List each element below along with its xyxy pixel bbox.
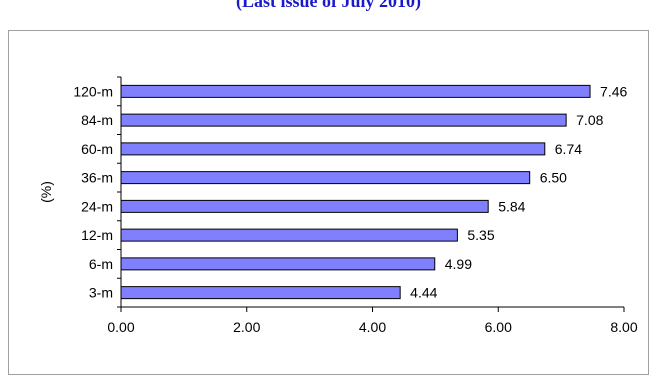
bar bbox=[120, 84, 591, 98]
category-label: 24-m bbox=[81, 198, 113, 214]
value-label: 5.35 bbox=[467, 227, 494, 243]
category-label: 3-m bbox=[89, 285, 113, 301]
value-label: 7.46 bbox=[600, 83, 627, 99]
bar bbox=[120, 257, 436, 271]
value-label: 6.50 bbox=[540, 170, 567, 186]
category-label: 84-m bbox=[81, 112, 113, 128]
value-label: 5.84 bbox=[498, 198, 525, 214]
bar bbox=[120, 171, 531, 185]
x-tick-label: 6.00 bbox=[485, 319, 512, 335]
bar bbox=[120, 142, 546, 156]
category-label: 36-m bbox=[81, 170, 113, 186]
x-tick-label: 2.00 bbox=[233, 319, 260, 335]
category-label: 12-m bbox=[81, 227, 113, 243]
category-label: 60-m bbox=[81, 141, 113, 157]
value-label: 4.99 bbox=[445, 256, 472, 272]
value-label: 4.44 bbox=[410, 285, 437, 301]
x-tick-label: 0.00 bbox=[107, 319, 134, 335]
value-label: 6.74 bbox=[555, 141, 582, 157]
x-tick-label: 4.00 bbox=[359, 319, 386, 335]
bar bbox=[120, 286, 401, 300]
bar bbox=[120, 199, 489, 213]
bar bbox=[120, 113, 567, 127]
chart-title: (Last issue of July 2010) bbox=[235, 0, 421, 11]
category-label: 120-m bbox=[73, 83, 113, 99]
value-label: 7.08 bbox=[576, 112, 603, 128]
y-axis-title: (%) bbox=[38, 181, 54, 203]
x-tick-label: 8.00 bbox=[610, 319, 637, 335]
category-label: 6-m bbox=[89, 256, 113, 272]
bar bbox=[120, 228, 458, 242]
